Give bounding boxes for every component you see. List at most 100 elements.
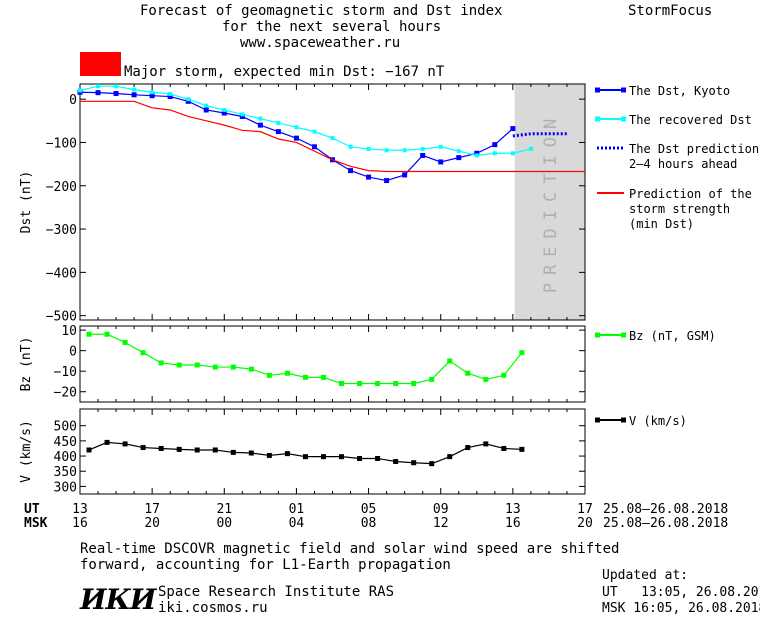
data-point xyxy=(510,151,515,156)
data-point xyxy=(104,331,110,337)
data-point xyxy=(132,87,137,92)
data-point xyxy=(266,452,272,458)
ut-date-range: 25.08–26.08.2018 xyxy=(603,502,729,517)
iki-logo: ИКИ xyxy=(80,583,156,616)
data-point xyxy=(402,148,407,153)
data-point xyxy=(501,372,507,378)
ut-tick-label: 13 xyxy=(72,502,88,517)
data-point xyxy=(168,91,173,96)
data-point xyxy=(140,445,146,451)
data-point xyxy=(348,168,354,174)
legend-marker xyxy=(595,417,600,423)
legend-label: V (km/s) xyxy=(629,414,687,428)
data-point xyxy=(465,370,471,376)
data-point xyxy=(501,445,507,451)
data-point xyxy=(420,152,426,158)
data-point xyxy=(258,116,263,121)
y-tick-label: 350 xyxy=(54,465,77,480)
data-point xyxy=(384,148,389,153)
data-point xyxy=(186,97,191,102)
data-point xyxy=(474,150,480,156)
ut-tick-label: 21 xyxy=(216,502,232,517)
msk-axis-label: MSK xyxy=(24,516,48,531)
chart-title-line1: Forecast of geomagnetic storm and Dst in… xyxy=(140,3,503,19)
y-tick-label: −300 xyxy=(46,223,77,238)
data-point xyxy=(447,358,453,364)
data-point xyxy=(474,153,479,158)
institute-website[interactable]: iki.cosmos.ru xyxy=(158,600,268,616)
data-point xyxy=(311,144,317,150)
data-point xyxy=(411,381,417,387)
data-point xyxy=(411,460,417,466)
msk-tick-label: 12 xyxy=(433,516,449,531)
y-axis-title: V (km/s) xyxy=(19,420,34,483)
data-point xyxy=(114,84,119,89)
updated-label: Updated at: xyxy=(602,568,689,583)
data-point xyxy=(78,88,82,93)
data-point xyxy=(230,364,236,370)
y-tick-label: −10 xyxy=(54,365,77,380)
series-line xyxy=(88,441,522,465)
bz-panel: 10 0 −10 −20 Bz (nT) xyxy=(19,324,586,403)
data-point xyxy=(212,364,218,370)
data-point xyxy=(158,445,164,451)
data-point xyxy=(330,136,335,141)
site-url[interactable]: www.spaceweather.ru xyxy=(240,35,401,51)
data-point xyxy=(357,455,363,461)
data-point xyxy=(510,126,516,132)
ut-tick-label: 09 xyxy=(433,502,449,517)
data-point xyxy=(131,92,137,98)
data-point xyxy=(339,381,345,387)
data-point xyxy=(519,446,525,452)
data-point xyxy=(447,454,453,460)
data-point xyxy=(212,447,218,453)
data-point xyxy=(456,155,462,161)
institute-name: Space Research Institute RAS xyxy=(158,584,395,600)
data-point xyxy=(438,144,443,149)
msk-date-range: 25.08–26.08.2018 xyxy=(603,516,729,531)
data-point xyxy=(483,441,489,447)
data-point xyxy=(150,90,155,95)
data-point xyxy=(429,461,435,467)
msk-tick-label: 16 xyxy=(505,516,521,531)
data-point xyxy=(302,454,308,460)
ut-axis-label: UT xyxy=(24,502,40,517)
legend-label: Bz (nT, GSM) xyxy=(629,329,716,343)
data-point xyxy=(95,90,101,96)
prediction-zone xyxy=(514,84,585,320)
footnote-line2: forward, accounting for L1-Earth propaga… xyxy=(80,557,451,573)
legend-marker xyxy=(621,87,626,93)
data-point xyxy=(348,144,353,149)
data-point xyxy=(176,446,182,452)
data-point xyxy=(492,151,497,156)
data-point xyxy=(438,159,444,165)
data-point xyxy=(276,120,281,125)
data-point xyxy=(384,178,390,184)
data-point xyxy=(266,372,272,378)
updated-msk: MSK 16:05, 26.08.2018 xyxy=(602,601,760,616)
msk-tick-label: 00 xyxy=(216,516,232,531)
data-point xyxy=(483,376,489,382)
data-point xyxy=(176,362,182,368)
y-tick-label: 500 xyxy=(54,420,77,435)
data-point xyxy=(293,135,299,141)
y-axis-title: Bz (nT) xyxy=(19,337,34,392)
y-tick-label: 400 xyxy=(54,450,77,465)
data-point xyxy=(185,98,191,104)
legend-label: Prediction of the xyxy=(629,187,752,201)
legend-marker xyxy=(595,332,600,338)
data-point xyxy=(122,441,128,447)
data-point xyxy=(86,331,92,337)
data-point xyxy=(312,129,317,134)
legend-label: The recovered Dst xyxy=(629,113,752,127)
data-point xyxy=(465,445,471,451)
data-point xyxy=(240,112,245,117)
data-point xyxy=(366,146,371,151)
legend-label: The Dst, Kyoto xyxy=(629,84,730,98)
msk-tick-label: 20 xyxy=(144,516,160,531)
msk-tick-label: 16 xyxy=(72,516,88,531)
data-point xyxy=(221,110,227,116)
data-point xyxy=(375,455,381,461)
legend-marker xyxy=(595,87,600,93)
